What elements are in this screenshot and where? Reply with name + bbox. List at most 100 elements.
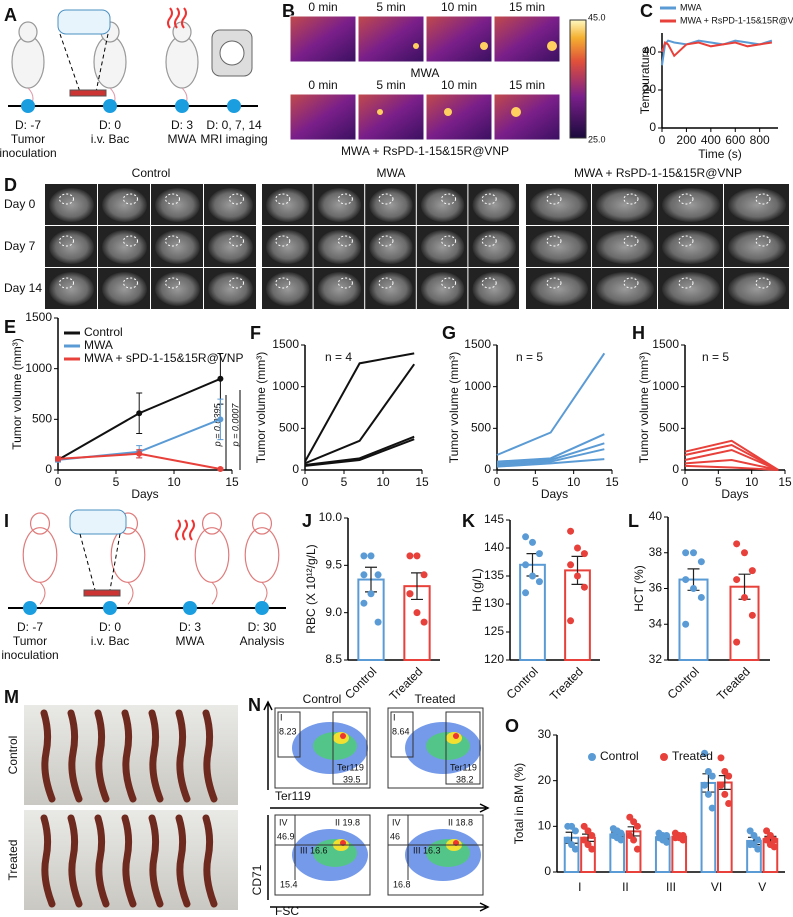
data-point [750, 841, 758, 849]
tumor-outline [337, 235, 353, 247]
bone [202, 814, 218, 908]
tumor-outline [623, 235, 639, 247]
mri-slice [266, 230, 310, 264]
y-axis-label: HCT (%) [632, 565, 646, 611]
gate-label: 46 [390, 831, 400, 841]
thermal-image [289, 15, 357, 63]
mri-slice [266, 272, 310, 306]
y-tick-label: 0 [484, 462, 491, 476]
data-line [684, 448, 779, 471]
annotation: n = 5 [516, 350, 543, 364]
timeline-day: D: 3 [179, 620, 201, 634]
mri-slice [530, 272, 588, 306]
mri-slice [155, 188, 200, 222]
mouse-tail [261, 581, 268, 605]
tumor-outline [481, 235, 497, 247]
data-point [679, 836, 687, 844]
data-point [626, 831, 634, 839]
data-point [367, 552, 375, 560]
y-axis-label: Tumor volume (mm³) [637, 352, 651, 464]
mri-slice [728, 272, 786, 306]
data-point [588, 831, 596, 839]
data-line [684, 458, 779, 471]
y-tick-label: 120 [484, 652, 504, 666]
x-tick-label: 0 [55, 475, 62, 489]
tumor-outline [678, 235, 694, 247]
thermal-image [493, 93, 561, 141]
tumor-outline [755, 277, 771, 289]
x-tick-label: 0 [659, 133, 666, 147]
gate-label: 8.23 [279, 726, 297, 736]
axis-arrow [270, 803, 490, 813]
legend-swatch [588, 753, 596, 761]
data-point [748, 611, 756, 619]
annotation: p = 0.0395 [212, 403, 222, 448]
tumor-outline [623, 277, 639, 289]
mouse-body [11, 35, 45, 89]
hotspot [444, 108, 452, 116]
x-axis-label: Days [721, 487, 748, 501]
data-point [580, 822, 588, 830]
x-tick-label: 0 [682, 475, 689, 489]
data-point [617, 836, 625, 844]
mri-slice [420, 188, 465, 222]
time-label: 0 min [308, 0, 337, 14]
data-point [413, 552, 421, 560]
y-tick-label: 40 [649, 509, 663, 523]
data-point [406, 552, 414, 560]
data-point [374, 618, 382, 626]
gate [332, 711, 368, 785]
data-line [304, 352, 415, 463]
group-label: MWA [377, 166, 406, 180]
bone [175, 709, 191, 803]
mri-slice [596, 188, 654, 222]
gate-label: I [280, 712, 283, 722]
mri-slice [266, 188, 310, 222]
data-point [413, 609, 421, 617]
injection-dash [109, 533, 121, 591]
data-point [721, 790, 729, 798]
tumor-outline [481, 277, 497, 289]
thermal-image [289, 93, 357, 141]
day-label: Day 0 [4, 197, 36, 211]
heat-icon [175, 519, 195, 541]
tumor-outline [337, 277, 353, 289]
panel-label: C [640, 1, 653, 21]
mri-slice [155, 230, 200, 264]
x-tick-label: 600 [725, 133, 745, 147]
x-tick-label: 0 [494, 475, 501, 489]
data-line [661, 40, 773, 58]
x-tick-label: Treated [547, 664, 586, 703]
y-tick-label: 9.5 [325, 558, 342, 572]
gate-label: 46.9 [277, 831, 295, 841]
tumor-outline [441, 193, 457, 205]
y-tick-label: 500 [659, 421, 679, 435]
gate-label: IV [392, 817, 401, 827]
data-point [571, 827, 579, 835]
y-tick-label: 34 [649, 616, 663, 630]
y-tick-label: 500 [279, 421, 299, 435]
error-bar [571, 555, 584, 585]
data-point [584, 827, 592, 835]
y-tick-label: 10.0 [319, 510, 343, 524]
day-label: Day 14 [4, 281, 42, 295]
thermal-image [357, 93, 425, 141]
timeline-dot [175, 99, 189, 113]
x-axis-label: Time (s) [698, 147, 742, 161]
axis-arrow [270, 902, 490, 912]
data-point [633, 822, 641, 830]
legend-label: MWA [84, 338, 113, 352]
tumor-outline [165, 193, 180, 205]
bone [40, 814, 56, 908]
mri-slice [728, 188, 786, 222]
y-tick-label: 125 [484, 624, 504, 638]
y-tick-label: 20 [538, 773, 552, 787]
axis-label: CD71 [250, 864, 264, 895]
hotspot [547, 41, 557, 51]
data-point [571, 845, 579, 853]
data-line [304, 363, 416, 465]
y-tick-label: 135 [484, 568, 504, 582]
timeline-event: Tumor [13, 634, 47, 648]
mri-slice [662, 230, 720, 264]
